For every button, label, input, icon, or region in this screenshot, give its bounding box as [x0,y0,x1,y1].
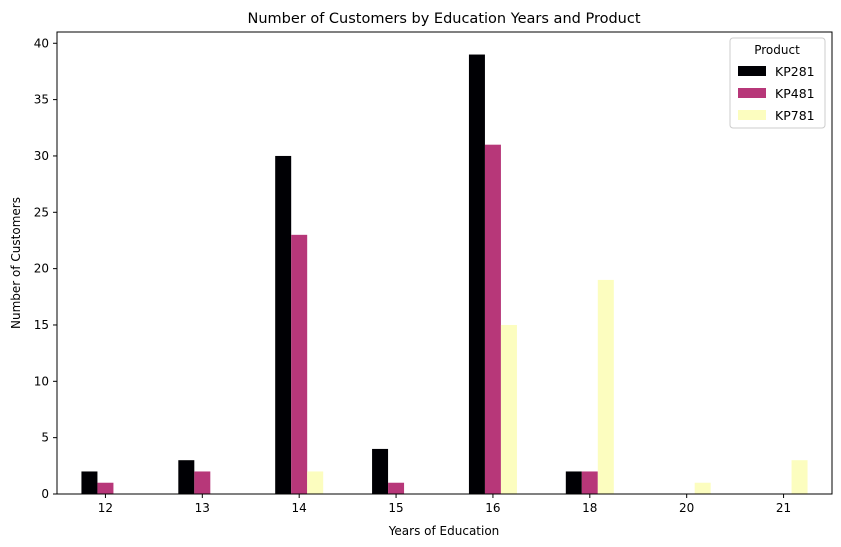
bars-group [81,54,808,494]
bar-KP281-13 [178,460,195,494]
legend-label-KP281: KP281 [775,64,815,79]
y-tick-label: 25 [34,205,49,219]
legend-frame [729,37,826,129]
legend-swatch-KP781 [738,110,766,120]
y-tick-label: 10 [34,374,49,388]
x-tick-label: 14 [292,501,307,515]
x-tick-label: 16 [485,501,500,515]
x-tick-label: 12 [98,501,113,515]
legend-label-KP481: KP481 [775,86,815,101]
bar-KP481-16 [484,144,501,494]
y-tick-label: 40 [34,36,49,50]
legend: Product KP281 KP481 KP781 [729,37,826,129]
x-tick-label: 18 [582,501,597,515]
legend-swatch-KP481 [738,88,766,98]
bar-KP481-12 [97,482,114,494]
legend-swatch-KP281 [738,66,766,76]
y-tick-label: 20 [34,262,49,276]
y-axis-label: Number of Customers [9,197,23,329]
bar-KP781-16 [500,324,517,494]
x-tick-label: 21 [776,501,791,515]
bar-KP781-18 [597,279,614,494]
bar-KP481-18 [581,471,598,494]
chart-title: Number of Customers by Education Years a… [247,11,640,27]
legend-label-KP781: KP781 [775,108,815,123]
bar-KP281-18 [565,471,582,494]
bar-KP781-14 [307,471,324,494]
y-tick-label: 30 [34,149,49,163]
x-tick-label: 20 [679,501,694,515]
x-tick-label: 13 [195,501,210,515]
y-tick-label: 0 [41,487,49,501]
bar-KP281-12 [81,471,98,494]
x-axis-label: Years of Education [388,524,500,538]
bar-KP281-15 [372,448,389,494]
bar-KP281-14 [275,155,292,494]
bar-KP481-13 [194,471,211,494]
bar-KP481-14 [291,234,308,494]
bar-KP781-20 [694,482,711,494]
y-tick-label: 35 [34,93,49,107]
y-ticks: 0 5 10 15 20 25 30 35 40 [34,36,57,501]
bar-KP481-15 [388,482,405,494]
x-ticks: 12 13 14 15 16 18 20 21 [98,494,791,515]
y-tick-label: 5 [41,431,49,445]
bar-KP281-16 [468,54,485,494]
y-tick-label: 15 [34,318,49,332]
x-tick-label: 15 [388,501,403,515]
bar-KP781-21 [791,460,808,494]
legend-title: Product [754,43,800,57]
plot-frame [56,31,833,495]
